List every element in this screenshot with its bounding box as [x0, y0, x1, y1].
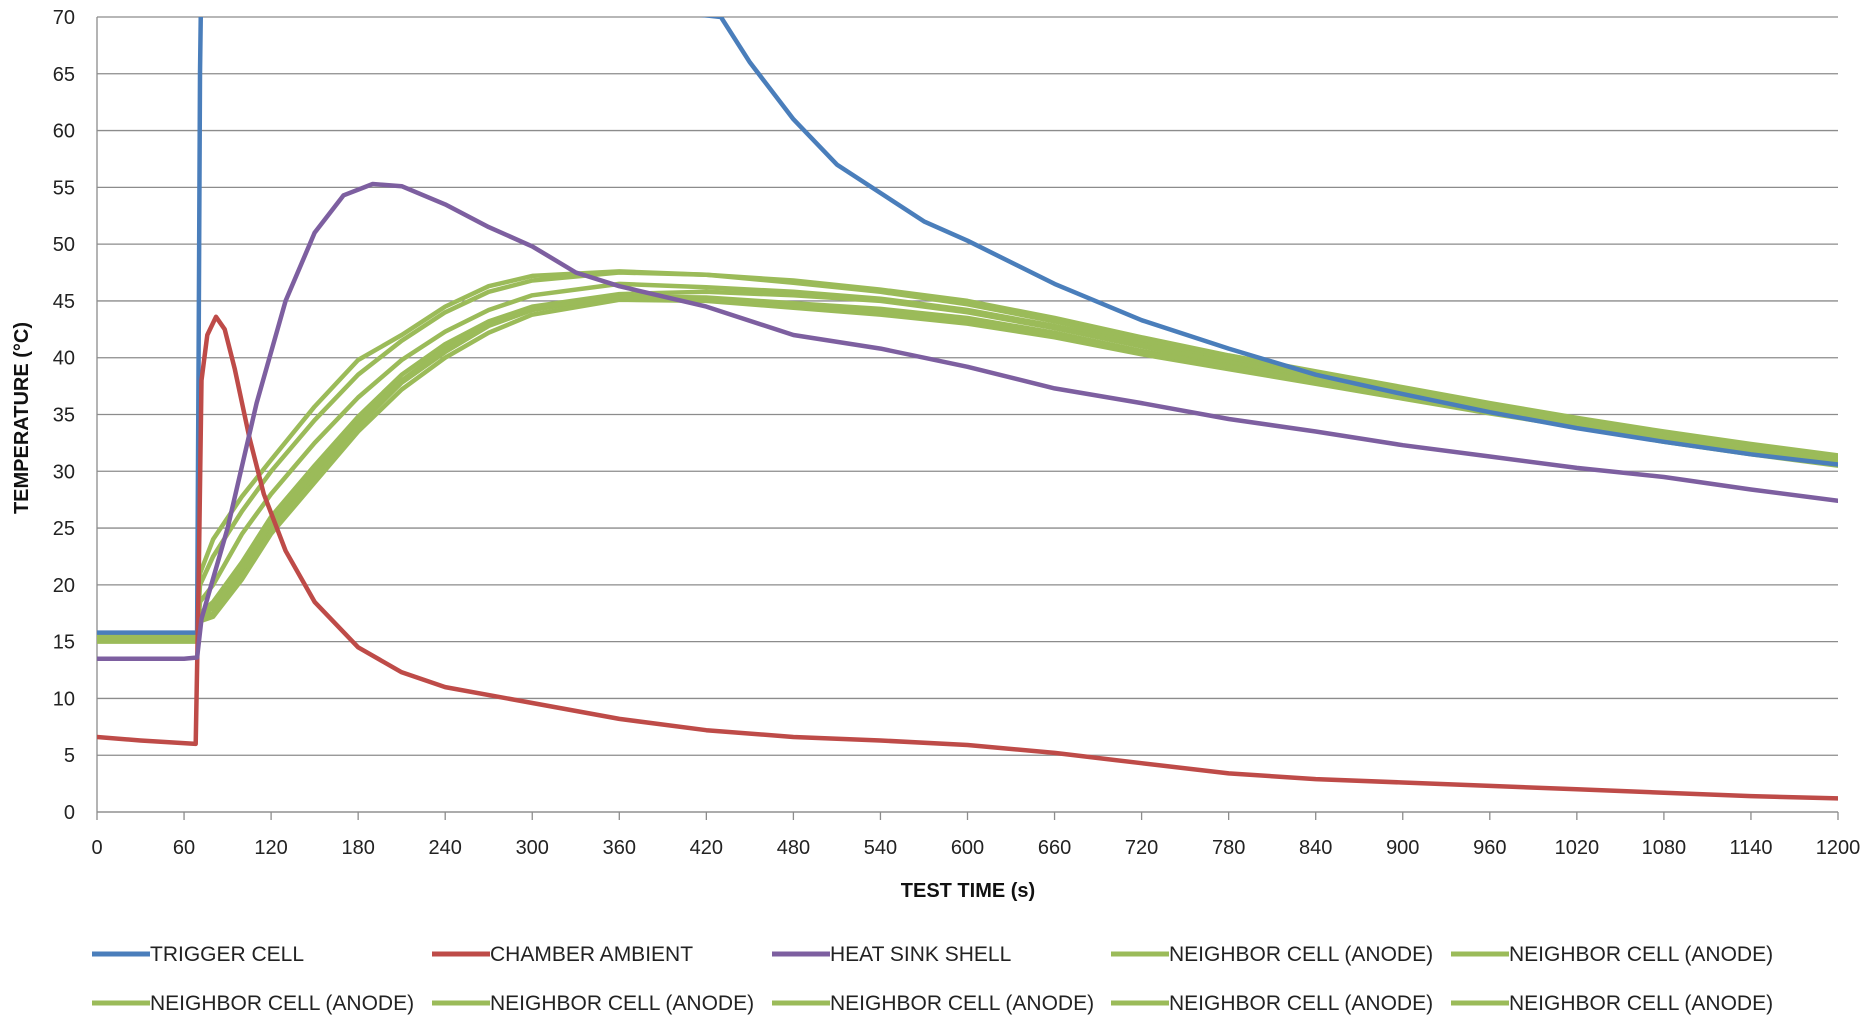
x-tick-label: 240: [429, 837, 462, 859]
y-axis-tick-labels: 0 5 10 15 20 25 30 35 40 45 50 55 60 65 70: [53, 7, 75, 824]
y-tick-label: 50: [53, 234, 75, 256]
x-tick-label: 0: [91, 837, 102, 859]
x-tick-label: 600: [951, 837, 984, 859]
y-tick-label: 60: [53, 121, 75, 143]
axes: [96, 17, 1839, 820]
x-tick-label: 1080: [1642, 837, 1687, 859]
x-tick-label: 1140: [1729, 837, 1772, 859]
y-axis-title: TEMPERATURE (°C): [11, 322, 33, 514]
x-tick-label: 480: [777, 837, 810, 859]
x-tick-label: 540: [864, 837, 897, 859]
x-tick-label: 660: [1038, 837, 1071, 859]
series-lines: [97, 17, 1838, 801]
x-tick-label: 1020: [1555, 837, 1600, 859]
legend-label: CHAMBER AMBIENT: [490, 943, 693, 966]
series-line: [97, 181, 1838, 661]
legend-label: NEIGHBOR CELL (ANODE): [490, 992, 754, 1015]
y-tick-label: 45: [53, 291, 75, 313]
series-line: [97, 289, 1838, 642]
x-axis-title: TEST TIME (s): [901, 880, 1035, 902]
y-tick-label: 40: [53, 348, 75, 370]
y-tick-label: 25: [53, 518, 75, 540]
x-tick-label: 120: [254, 837, 287, 859]
y-tick-label: 10: [53, 688, 75, 710]
x-tick-label: 360: [603, 837, 636, 859]
series-line: [97, 269, 1838, 639]
y-tick-label: 5: [64, 745, 75, 767]
series-line: [97, 314, 1838, 801]
legend-label: NEIGHBOR CELL (ANODE): [1169, 943, 1433, 966]
x-tick-label: 60: [173, 837, 195, 859]
y-tick-label: 15: [53, 632, 75, 654]
x-tick-label: 960: [1473, 837, 1506, 859]
y-tick-label: 20: [53, 575, 75, 597]
legend-label: NEIGHBOR CELL (ANODE): [1509, 943, 1773, 966]
series-line: [97, 270, 1838, 640]
x-tick-label: 180: [341, 837, 374, 859]
x-tick-label: 840: [1299, 837, 1332, 859]
x-tick-label: 420: [690, 837, 723, 859]
y-tick-label: 55: [53, 177, 75, 199]
x-tick-label: 720: [1125, 837, 1158, 859]
y-tick-label: 70: [53, 7, 75, 29]
x-axis-tick-labels: 0 60 120 180 240 300 360 420 480 540 600 660 720 780 8…: [91, 837, 1860, 859]
y-tick-label: 30: [53, 461, 75, 483]
legend-label: NEIGHBOR CELL (ANODE): [830, 992, 1094, 1015]
y-tick-label: 0: [64, 802, 75, 824]
x-tick-label: 780: [1212, 837, 1245, 859]
legend-label: TRIGGER CELL: [150, 943, 304, 966]
legend-label: NEIGHBOR CELL (ANODE): [1509, 992, 1773, 1015]
gridlines: [97, 16, 1838, 813]
legend-label: NEIGHBOR CELL (ANODE): [150, 992, 414, 1015]
x-tick-label: 900: [1386, 837, 1419, 859]
x-tick-label: 300: [516, 837, 549, 859]
legend-label: HEAT SINK SHELL: [830, 943, 1011, 966]
y-tick-label: 65: [53, 64, 75, 86]
y-tick-label: 35: [53, 405, 75, 427]
x-tick-label: 1200: [1816, 837, 1861, 859]
series-line: [97, 17, 1838, 635]
legend: TRIGGER CELL CHAMBER AMBIENT HEAT SINK SHE…: [92, 943, 1773, 1015]
legend-label: NEIGHBOR CELL (ANODE): [1169, 992, 1433, 1015]
